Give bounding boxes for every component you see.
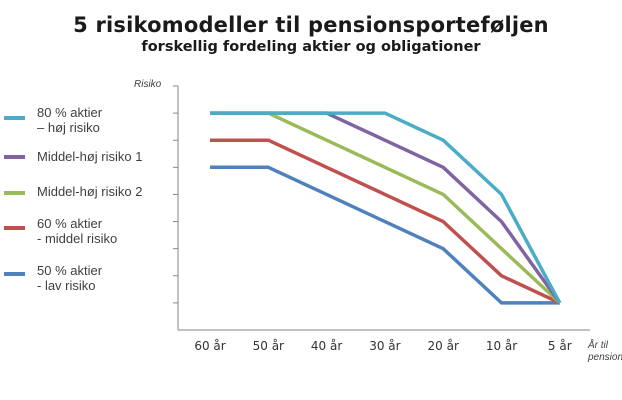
legend-label: 80 % aktier – høj risiko	[37, 105, 103, 135]
legend-label: Middel-høj risiko 2	[37, 184, 143, 199]
x-axis-label: År til pension	[587, 338, 622, 363]
legend-swatch	[4, 226, 25, 230]
x-tick-label: 20 år	[428, 339, 459, 353]
x-tick-label: 40 år	[311, 339, 342, 353]
legend-label: 50 % aktier - lav risiko	[37, 263, 103, 293]
legend-swatch	[4, 272, 25, 276]
series-line-1	[210, 111, 562, 304]
chart-title: 5 risikomodeller til pensionsporteføljen	[73, 13, 549, 37]
x-tick-label: 10 år	[486, 339, 517, 353]
x-tick-label: 60 år	[194, 339, 225, 353]
legend-label: Middel-høj risiko 1	[37, 149, 143, 164]
legend-swatch	[4, 116, 25, 120]
series-line-4	[210, 138, 561, 305]
legend-swatch	[4, 155, 25, 159]
chart-subtitle: forskellig fordeling aktier og obligatio…	[141, 39, 481, 55]
series-line-5	[210, 165, 560, 305]
x-tick-label: 50 år	[253, 339, 284, 353]
x-tick-label: 5 år	[548, 339, 572, 353]
legend-swatch	[4, 191, 25, 195]
y-axis-label: Risiko	[134, 79, 162, 90]
x-tick-label: 30 år	[369, 339, 400, 353]
legend-label: 60 % aktier - middel risiko	[37, 216, 118, 246]
